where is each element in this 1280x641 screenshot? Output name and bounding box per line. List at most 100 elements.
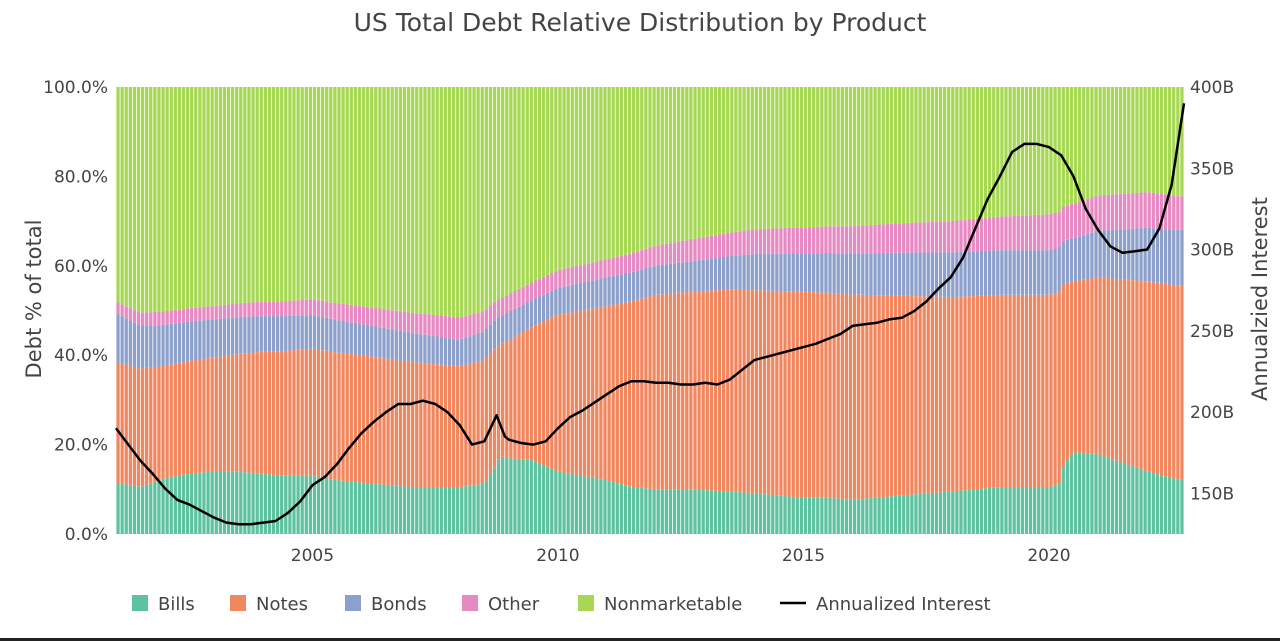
bar-nonmarketable [157,87,161,312]
bar-nonmarketable [1037,87,1041,215]
bar-notes [1078,280,1082,453]
bar-other [509,293,513,311]
bar-notes [136,368,141,487]
bar-bonds [464,337,468,365]
bar-bills [308,475,313,534]
bar-bonds [1102,230,1106,278]
bar-other [406,312,411,333]
bar-notes [1028,294,1033,488]
bar-notes [717,290,722,491]
bar-other [353,305,358,323]
bar-notes [1094,277,1098,455]
bar-other [173,309,177,324]
bar-nonmarketable [1024,87,1029,216]
bar-bills [582,476,587,534]
bar-bills [124,484,128,534]
bar-bills [705,490,709,534]
bar-notes [668,293,673,490]
bar-other [914,222,918,253]
bar-notes [337,352,341,481]
bar-notes [214,357,218,472]
bar-bills [1020,487,1025,534]
bar-notes [636,299,640,488]
bar-notes [955,296,959,491]
bar-nonmarketable [1094,87,1098,197]
bar-bills [652,489,656,534]
bar-bonds [1078,236,1082,281]
bar-bonds [550,290,554,318]
bar-nonmarketable [132,87,137,310]
bar-nonmarketable [374,87,378,308]
bar-notes [1098,277,1102,456]
bar-other [623,254,628,274]
bar-bills [443,487,448,534]
bar-notes [591,308,595,478]
bar-notes [423,363,427,488]
bar-bills [640,487,644,534]
bar-bills [738,492,742,534]
bar-bills [942,492,947,534]
bar-bills [1090,453,1094,534]
bar-other [1143,192,1147,228]
bar-other [251,302,255,317]
bar-bonds [619,274,623,304]
bar-bonds [562,286,566,314]
bar-other [210,306,214,320]
bar-notes [251,352,255,474]
bar-other [910,222,914,253]
bar-nonmarketable [938,87,943,222]
bar-bills [668,489,673,534]
bar-bills [263,474,267,534]
bar-other [677,241,681,263]
bar-bonds [329,318,333,352]
bar-bonds [893,252,898,296]
bar-bills [1024,487,1029,534]
bar-bonds [378,327,382,358]
bar-notes [983,295,988,489]
bar-nonmarketable [443,87,448,316]
bar-nonmarketable [697,87,701,239]
bar-nonmarketable [312,87,317,300]
bar-nonmarketable [730,87,734,233]
bar-bonds [165,324,169,366]
bar-nonmarketable [550,87,554,274]
bar-nonmarketable [161,87,165,312]
bar-notes [1123,279,1127,464]
bar-nonmarketable [1049,87,1053,214]
bar-nonmarketable [1000,87,1004,217]
bar-bills [198,472,202,534]
bar-bills [214,471,218,534]
bar-other [378,308,382,328]
bar-notes [979,295,984,489]
bar-bonds [1114,229,1119,279]
bar-nonmarketable [190,87,194,308]
bar-bills [1110,459,1115,534]
bar-nonmarketable [979,87,984,219]
y-tick-label: 100.0% [43,78,108,98]
bar-nonmarketable [128,87,132,309]
bar-bonds [1090,232,1094,279]
bar-nonmarketable [541,87,546,277]
bar-bills [378,484,382,534]
bar-bonds [333,319,337,353]
bar-bills [955,490,959,534]
bar-notes [599,307,603,480]
bar-notes [750,290,754,494]
y-tick-label: 20.0% [54,436,108,456]
bar-notes [443,365,448,488]
bar-notes [947,297,951,492]
bar-bills [636,487,640,534]
bar-bills [366,483,370,534]
bar-bonds [345,321,349,354]
bar-nonmarketable [321,87,325,301]
bar-bills [333,479,337,534]
bar-nonmarketable [640,87,644,251]
axes-layer: 0.0% 20.0% 40.0% 60.0% 80.0% 100.0% 150B 200B 25… [43,78,1234,566]
bar-other [1127,193,1131,229]
bar-notes [525,329,529,460]
bar-nonmarketable [345,87,349,305]
bar-bills [149,483,153,534]
bar-bills [685,489,689,534]
bar-nonmarketable [857,87,861,226]
bar-notes [848,294,853,500]
